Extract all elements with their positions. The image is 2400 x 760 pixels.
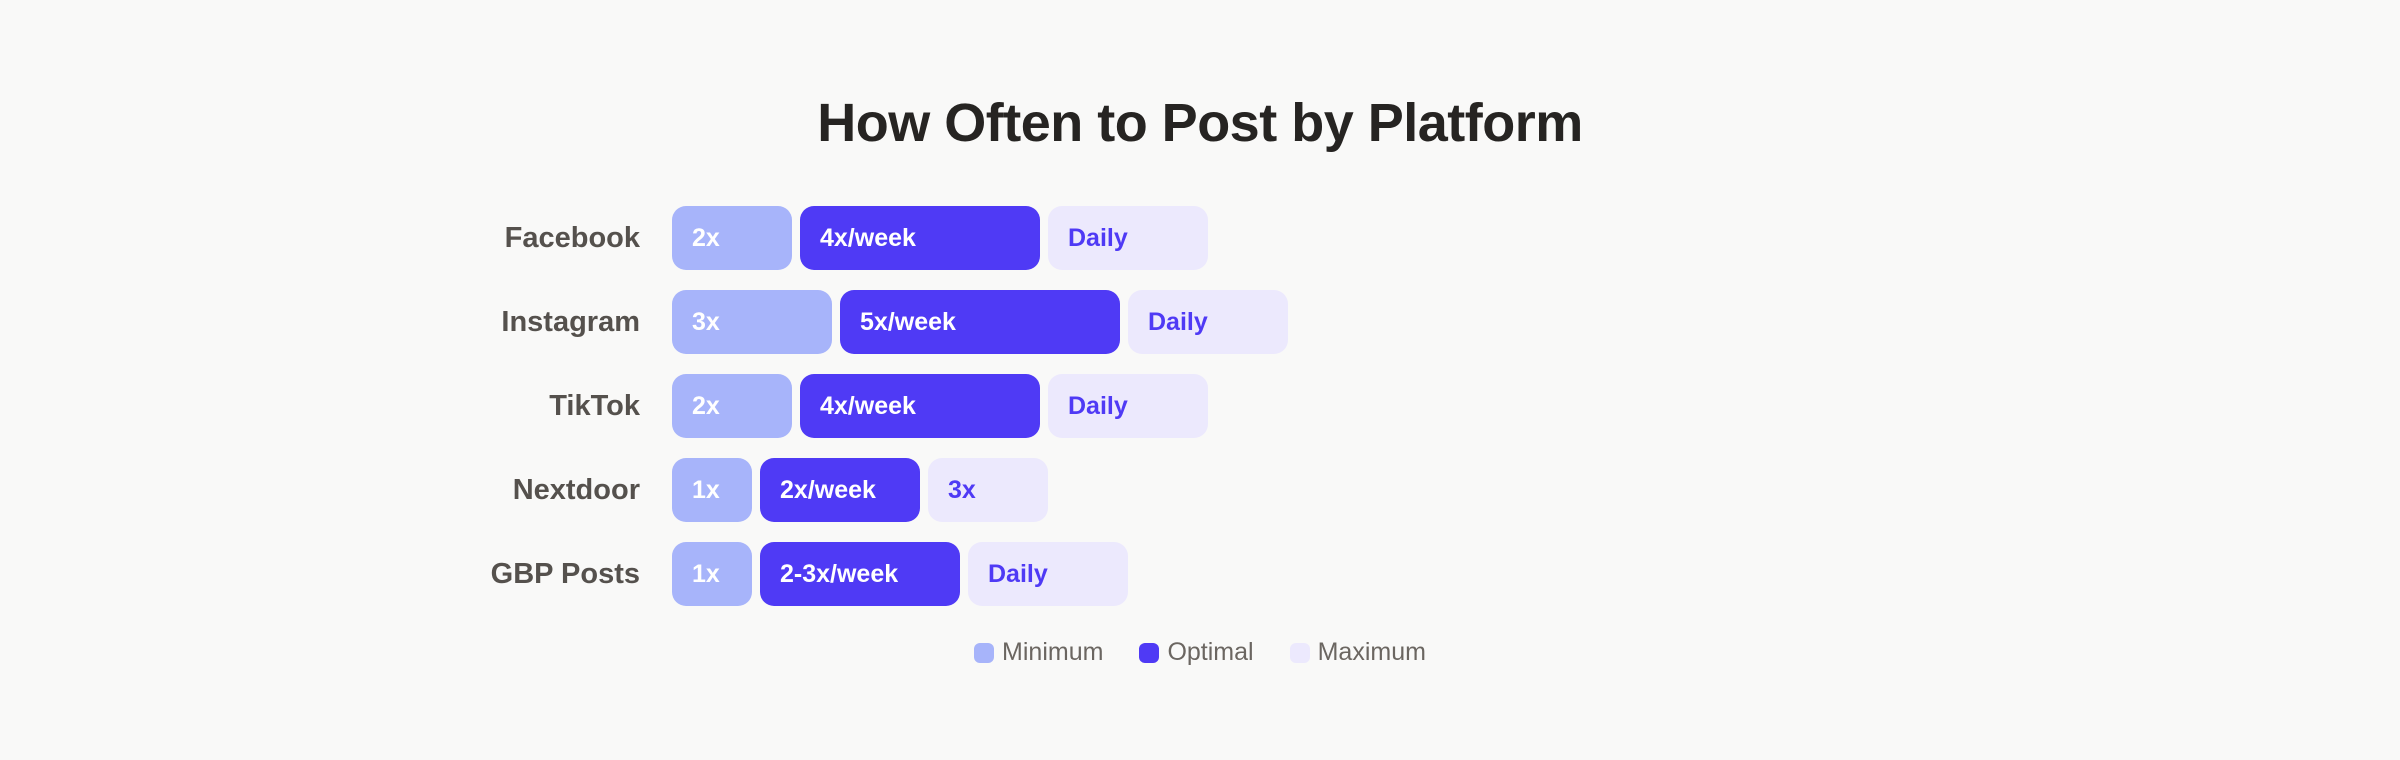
segment-minimum: 3x	[672, 290, 832, 354]
segment-optimal: 2-3x/week	[760, 542, 960, 606]
legend-item-maximum: Maximum	[1289, 638, 1426, 667]
row-label: Facebook	[504, 222, 640, 254]
legend-swatch-optimal-icon	[1139, 642, 1160, 663]
segment-optimal: 4x/week	[800, 206, 1040, 270]
segment-maximum: 3x	[928, 458, 1048, 522]
segment-optimal: 4x/week	[800, 374, 1040, 438]
segment-minimum: 2x	[672, 206, 792, 270]
legend-label: Minimum	[1002, 638, 1104, 666]
segment-minimum: 2x	[672, 374, 792, 438]
segment-optimal: 2x/week	[760, 458, 920, 522]
segment-maximum: Daily	[968, 542, 1128, 606]
row-instagram: Instagram 3x 5x/week Daily	[0, 290, 2400, 354]
segment-minimum: 1x	[672, 542, 752, 606]
legend: Minimum Optimal Maximum	[0, 638, 2400, 667]
row-tiktok: TikTok 2x 4x/week Daily	[0, 374, 2400, 438]
legend-swatch-maximum-icon	[1289, 642, 1310, 663]
row-nextdoor: Nextdoor 1x 2x/week 3x	[0, 458, 2400, 522]
row-label: Instagram	[501, 306, 640, 338]
chart-title: How Often to Post by Platform	[817, 93, 1583, 153]
legend-label: Optimal	[1167, 638, 1254, 666]
legend-item-optimal: Optimal	[1139, 638, 1254, 667]
segment-minimum: 1x	[672, 458, 752, 522]
row-label: Nextdoor	[512, 474, 640, 506]
legend-item-minimum: Minimum	[974, 638, 1103, 667]
row-gbp-posts: GBP Posts 1x 2-3x/week Daily	[0, 542, 2400, 606]
segment-maximum: Daily	[1048, 374, 1208, 438]
legend-swatch-minimum-icon	[974, 642, 995, 663]
segment-optimal: 5x/week	[840, 290, 1120, 354]
segment-maximum: Daily	[1128, 290, 1288, 354]
legend-label: Maximum	[1317, 638, 1426, 666]
row-facebook: Facebook 2x 4x/week Daily	[0, 206, 2400, 270]
row-label: GBP Posts	[490, 558, 640, 590]
segment-maximum: Daily	[1048, 206, 1208, 270]
row-label: TikTok	[549, 390, 640, 422]
